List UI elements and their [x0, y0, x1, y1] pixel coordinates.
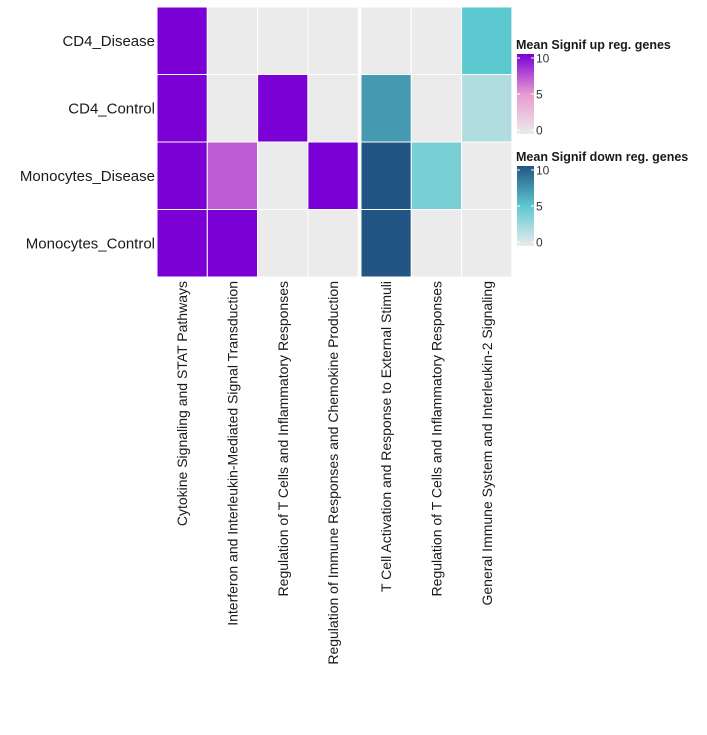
heatmap-cell	[156, 209, 208, 278]
heatmap-cell	[410, 6, 463, 75]
legend-tick-label: 0	[536, 124, 543, 138]
panel-up	[156, 6, 359, 278]
row-label: Monocytes_Disease	[20, 168, 155, 185]
heatmap-cell	[156, 6, 208, 75]
heatmap-cell	[257, 74, 309, 143]
row-label: CD4_Control	[68, 100, 155, 117]
heatmap-cell	[156, 74, 208, 143]
legend-tick-label: 10	[536, 52, 550, 66]
heatmap-cell	[461, 141, 513, 210]
column-label: T Cell Activation and Response to Extern…	[378, 281, 394, 592]
heatmap-cell	[257, 6, 309, 75]
legend-tick-label: 5	[536, 200, 543, 214]
panel-down	[360, 6, 513, 278]
heatmap-panels	[156, 6, 513, 278]
column-label: General Immune System and Interleukin-2 …	[479, 281, 495, 606]
heatmap-cell	[461, 209, 513, 278]
heatmap-cell	[461, 74, 513, 143]
heatmap-cell	[307, 74, 359, 143]
heatmap-cell	[360, 74, 412, 143]
heatmap-cell	[307, 209, 359, 278]
heatmap-cell	[360, 209, 412, 278]
legend-colorbar	[517, 54, 534, 134]
heatmap-cell	[410, 209, 463, 278]
column-label: Regulation of T Cells and Inflammatory R…	[275, 281, 291, 596]
heatmap-cell	[360, 6, 412, 75]
legend-title: Mean Signif down reg. genes	[516, 150, 688, 164]
heatmap-cell	[257, 209, 309, 278]
column-label: Regulation of T Cells and Inflammatory R…	[428, 281, 444, 596]
column-labels: Cytokine Signaling and STAT Pathways Inte…	[174, 281, 495, 665]
heatmap-cell	[156, 141, 208, 210]
legend-tick-label: 10	[536, 164, 550, 178]
column-label: Regulation of Immune Responses and Chemo…	[325, 281, 341, 665]
legend-title: Mean Signif up reg. genes	[516, 38, 671, 52]
heatmap-cell	[410, 74, 463, 143]
row-label: Monocytes_Control	[26, 235, 155, 252]
heatmap-cell	[206, 74, 259, 143]
heatmap-cell	[307, 6, 359, 75]
legend-tick-label: 5	[536, 88, 543, 102]
heatmap-cell	[410, 141, 463, 210]
heatmap-cell	[206, 141, 259, 210]
legend-tick-label: 0	[536, 236, 543, 250]
legend-colorbar	[517, 166, 534, 246]
heatmap-cell	[360, 141, 412, 210]
column-label: Interferon and Interleukin-Mediated Sign…	[224, 281, 240, 626]
row-label: CD4_Disease	[62, 33, 155, 50]
row-labels: CD4_Disease CD4_Control Monocytes_Disease M…	[20, 33, 155, 253]
heatmap-cell	[307, 141, 359, 210]
heatmap-cell	[257, 141, 309, 210]
heatmap-cell	[206, 6, 259, 75]
column-label: Cytokine Signaling and STAT Pathways	[174, 281, 190, 526]
heatmap-cell	[461, 6, 513, 75]
heatmap-cell	[206, 209, 259, 278]
